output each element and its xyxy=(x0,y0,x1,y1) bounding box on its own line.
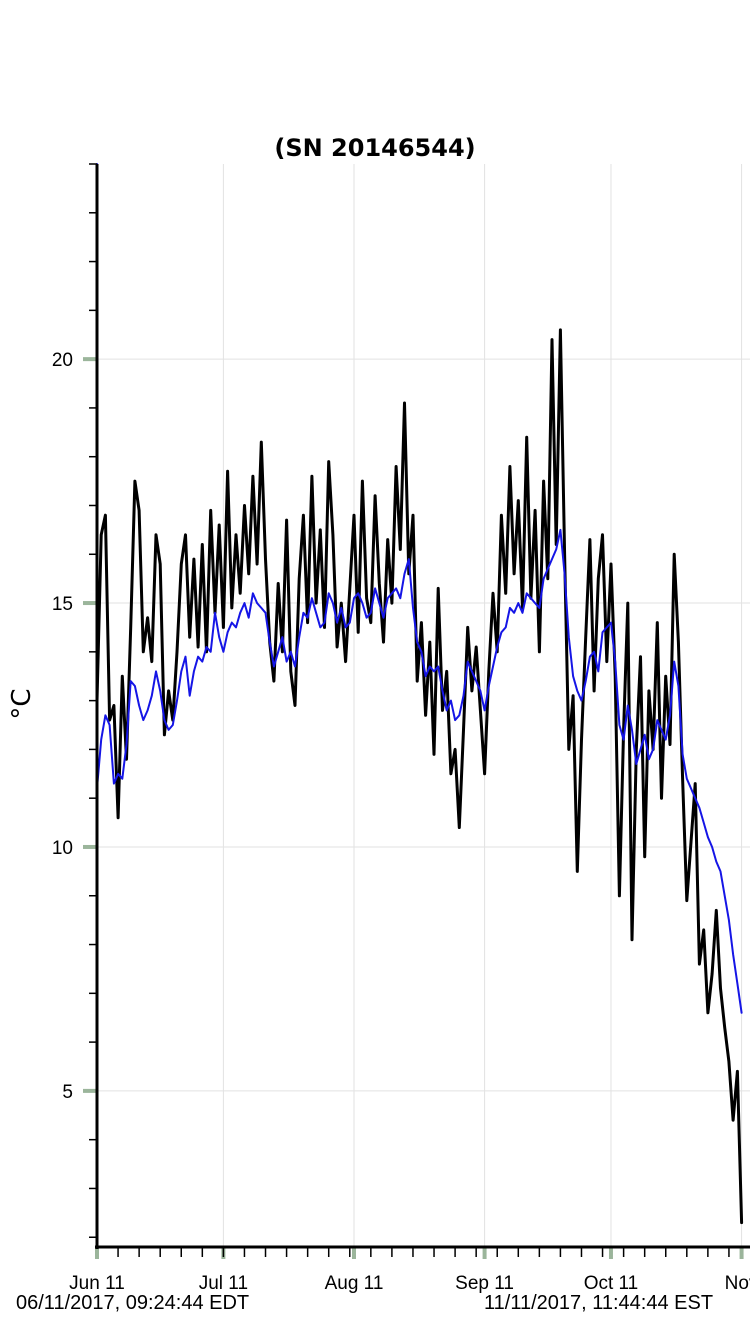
y-tick-label: 10 xyxy=(52,838,73,859)
y-axis-label: °C xyxy=(7,688,37,719)
y-tick-label: 5 xyxy=(62,1082,73,1103)
x-tick-label: Oct 11 xyxy=(584,1273,639,1294)
series-lines xyxy=(95,163,744,1225)
end-time-label: 11/11/2017, 11:44:44 EST xyxy=(484,1292,713,1314)
series-line-black xyxy=(95,167,744,1225)
x-tick-label: Sep 11 xyxy=(455,1273,514,1294)
gridlines xyxy=(96,164,750,1247)
x-tick-label: Jun 11 xyxy=(69,1273,125,1294)
x-tick-label: Jul 11 xyxy=(199,1273,248,1294)
chart-title: (SN 20146544) xyxy=(274,134,475,162)
x-tick-label: Nov xyxy=(725,1273,750,1294)
series-line-blue xyxy=(96,163,743,1014)
axes: 5 10 15 20 Jun 11 Jul 11 Aug 11 Sep 11 Oct 11 Nov xyxy=(52,163,750,1294)
start-time-label: 06/11/2017, 09:24:44 EDT xyxy=(16,1292,249,1314)
x-tick-label: Aug 11 xyxy=(325,1273,384,1294)
y-tick-label: 15 xyxy=(52,594,73,615)
y-tick-label: 20 xyxy=(52,350,73,371)
